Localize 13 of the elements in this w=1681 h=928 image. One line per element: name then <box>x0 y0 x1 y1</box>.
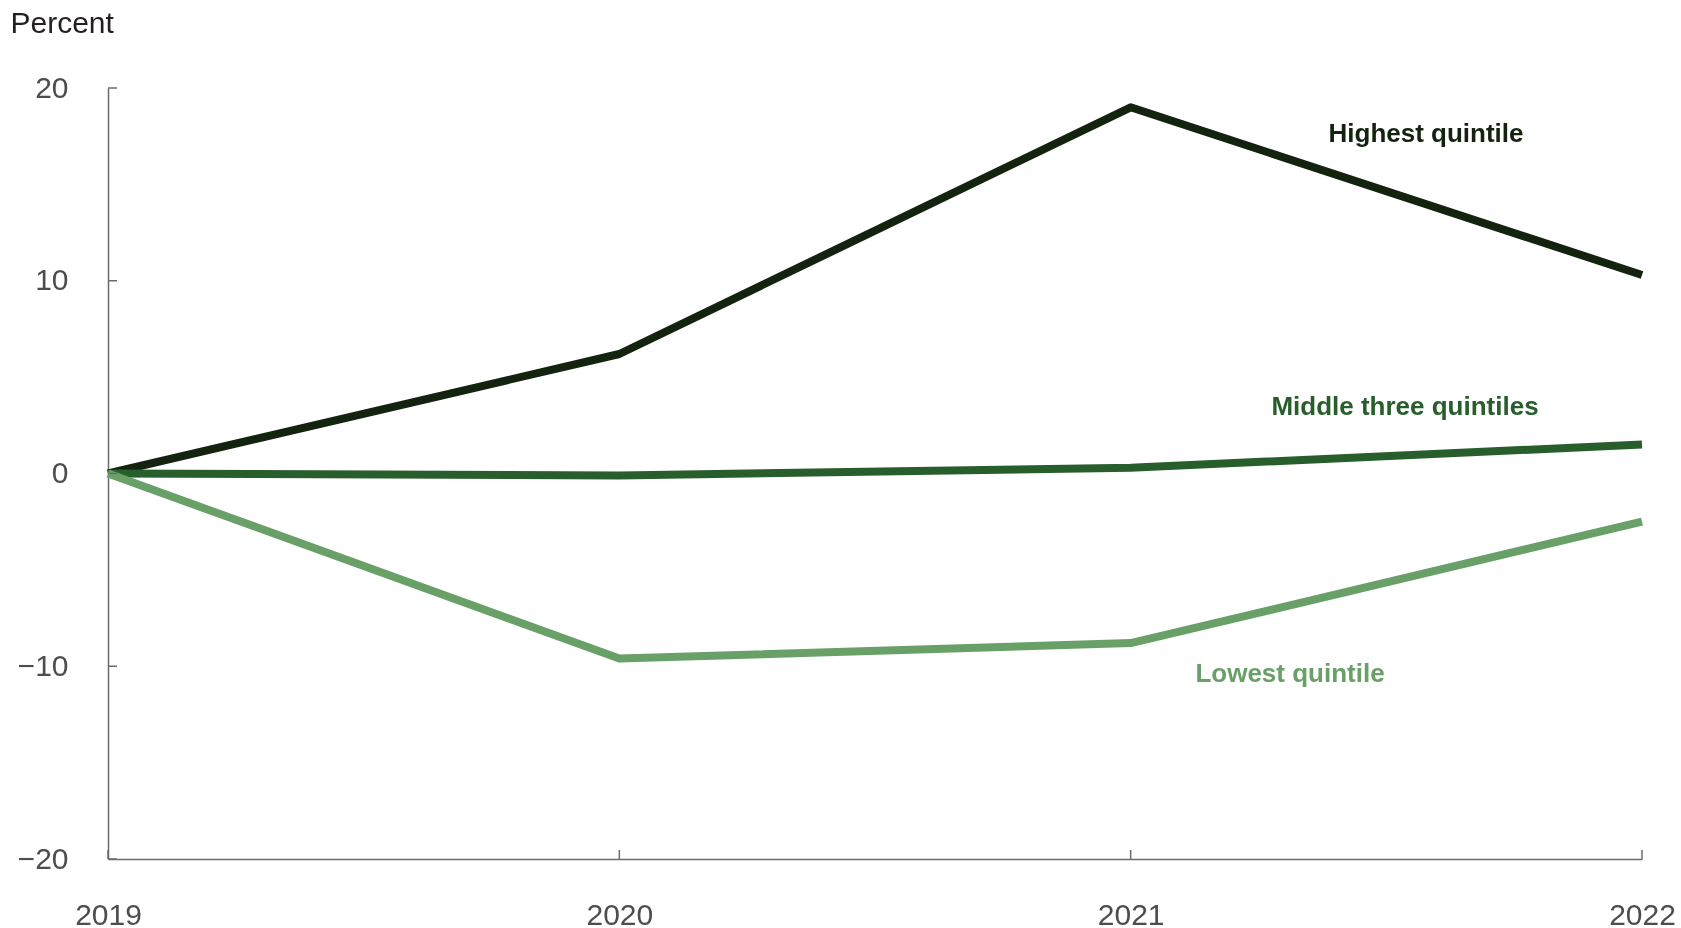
y-tick-label: 10 <box>35 263 69 297</box>
x-tick-label: 2021 <box>1097 897 1165 928</box>
y-axis-title: Percent <box>10 5 115 39</box>
y-tick-label: −20 <box>17 841 69 875</box>
series-label: Lowest quintile <box>1195 657 1385 688</box>
x-tick-label: 2022 <box>1609 897 1676 928</box>
y-tick-label: 20 <box>35 70 69 104</box>
y-tick-label: 0 <box>51 456 69 489</box>
series-label: Middle three quintiles <box>1271 390 1539 421</box>
x-tick-label: 2020 <box>586 897 654 928</box>
x-tick-label: 2019 <box>75 897 142 928</box>
y-tick-label: −10 <box>17 648 69 682</box>
series-label: Highest quintile <box>1328 117 1524 148</box>
